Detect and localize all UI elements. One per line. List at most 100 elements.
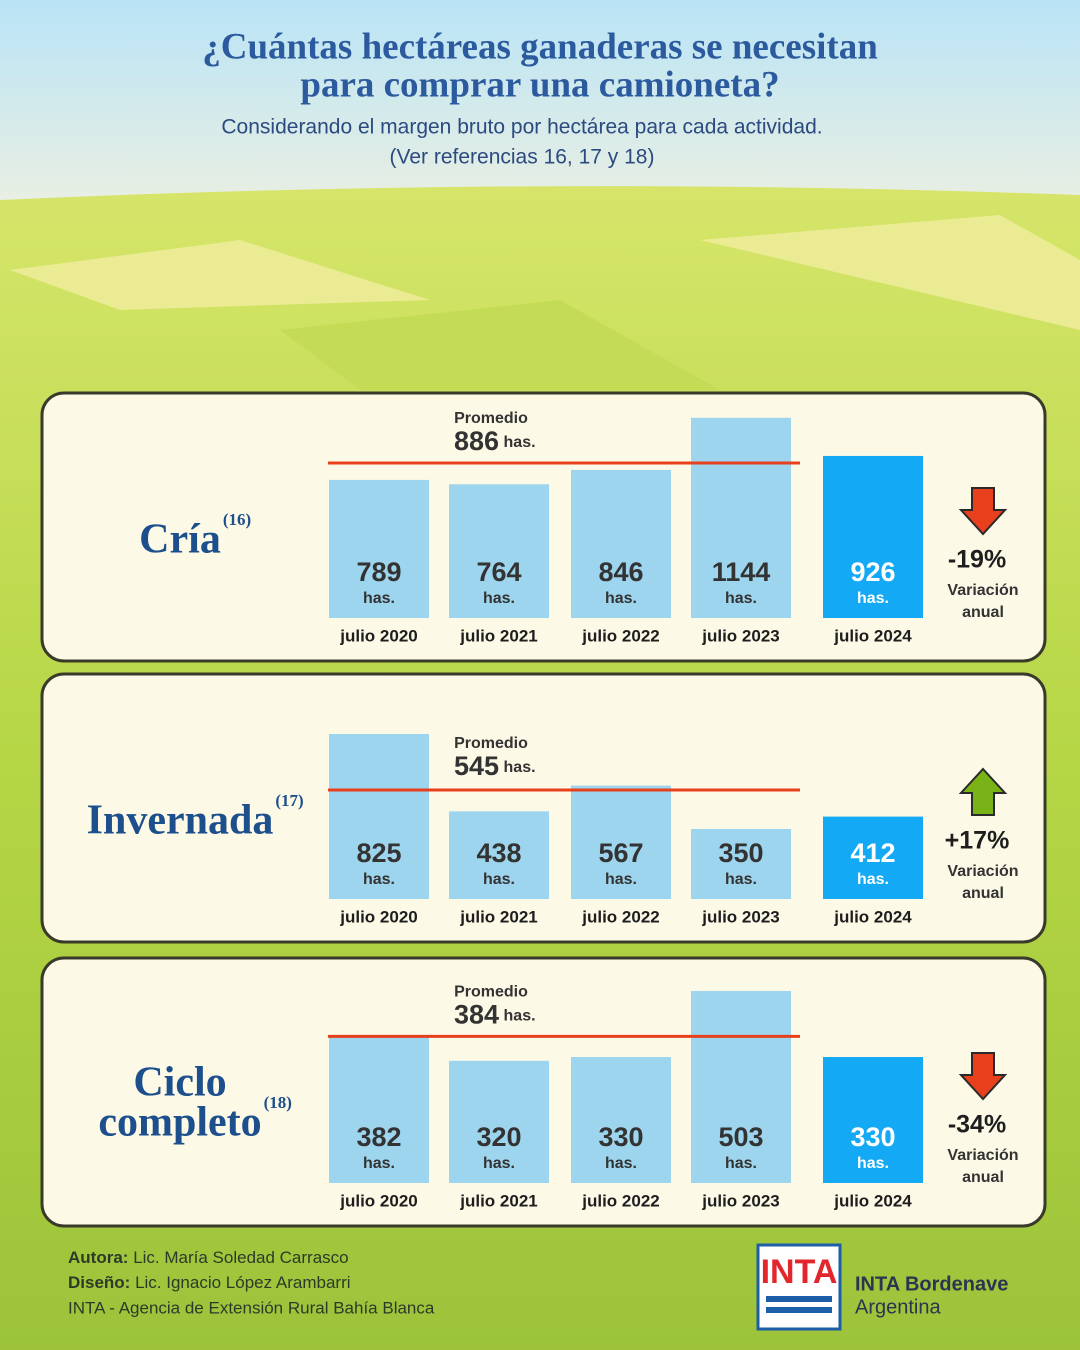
variation-value: -34% bbox=[948, 1111, 1006, 1139]
category-label: julio 2021 bbox=[459, 626, 537, 645]
unit-label: has. bbox=[857, 590, 889, 607]
category-label: julio 2021 bbox=[459, 1191, 537, 1210]
value-label: 330 bbox=[850, 1122, 895, 1152]
variation-label: Variación bbox=[947, 1147, 1018, 1164]
value-label: 330 bbox=[598, 1122, 643, 1152]
variation-label: Variación bbox=[947, 582, 1018, 599]
unit-label: has. bbox=[483, 871, 515, 888]
value-label: 320 bbox=[476, 1122, 521, 1152]
credit-text: Lic. Ignacio López Arambarri bbox=[135, 1273, 350, 1292]
field-patch bbox=[10, 240, 430, 310]
unit-label: has. bbox=[483, 590, 515, 607]
unit-label: has. bbox=[857, 871, 889, 888]
footer: Autora: Lic. María Soledad Carrasco Dise… bbox=[68, 1243, 1008, 1331]
unit-label: has. bbox=[363, 590, 395, 607]
subtitle: Considerando el margen bruto por hectáre… bbox=[221, 116, 822, 139]
category-label: julio 2023 bbox=[701, 907, 779, 926]
average-value: 886 has. bbox=[454, 426, 536, 456]
category-label: julio 2020 bbox=[339, 626, 417, 645]
credit: INTA - Agencia de Extensión Rural Bahía … bbox=[68, 1298, 435, 1317]
variation-label: anual bbox=[962, 1169, 1004, 1186]
category-label: julio 2020 bbox=[339, 1191, 417, 1210]
value-label: 764 bbox=[476, 557, 521, 587]
unit-label: has. bbox=[605, 871, 637, 888]
category-label: julio 2024 bbox=[833, 626, 912, 645]
chart-title: Ciclo bbox=[133, 1060, 226, 1106]
value-label: 350 bbox=[718, 838, 763, 868]
credit: Autora: Lic. María Soledad Carrasco bbox=[68, 1248, 349, 1267]
variation-value: -19% bbox=[948, 546, 1006, 574]
bar bbox=[823, 1057, 923, 1183]
average-label: Promedio bbox=[454, 984, 528, 1001]
bar bbox=[823, 455, 923, 618]
average-number: 384 bbox=[454, 1000, 499, 1030]
variation-label: anual bbox=[962, 885, 1004, 902]
title-reference: (17) bbox=[275, 791, 303, 810]
bar bbox=[691, 417, 791, 618]
logo-stripe bbox=[766, 1307, 832, 1313]
logo-box bbox=[756, 1243, 842, 1331]
chart-title: Invernada bbox=[87, 798, 274, 844]
variation-value: +17% bbox=[945, 827, 1010, 855]
value-label: 825 bbox=[356, 838, 401, 868]
variation-arrow bbox=[958, 767, 1008, 816]
credit-text: Lic. María Soledad Carrasco bbox=[133, 1248, 348, 1267]
value-label: 503 bbox=[718, 1122, 763, 1152]
category-label: julio 2022 bbox=[581, 626, 659, 645]
bar bbox=[691, 829, 791, 899]
category-label: julio 2023 bbox=[701, 626, 779, 645]
credit-label: Diseño: bbox=[68, 1273, 130, 1292]
title-reference: (16) bbox=[223, 510, 251, 529]
country: Argentina bbox=[855, 1296, 941, 1318]
category-label: julio 2022 bbox=[581, 907, 659, 926]
chart-panel: Cría (16) 789 has. julio 2020 764 has. julio 20… bbox=[40, 391, 1047, 663]
value-label: 846 bbox=[598, 557, 643, 587]
variation-label: Variación bbox=[947, 863, 1018, 880]
variation-label: anual bbox=[962, 604, 1004, 621]
value-label: 926 bbox=[850, 557, 895, 587]
bar bbox=[571, 785, 671, 899]
average-label: Promedio bbox=[454, 735, 528, 752]
unit-label: has. bbox=[605, 590, 637, 607]
charts: Cría (16) 789 has. julio 2020 764 has. julio 20… bbox=[40, 391, 1047, 1228]
variation-arrow bbox=[958, 1052, 1008, 1101]
average-number: 886 bbox=[454, 426, 499, 456]
field-patch bbox=[700, 215, 1080, 330]
bar bbox=[823, 816, 923, 899]
unit-label: has. bbox=[857, 1155, 889, 1172]
bar bbox=[571, 1057, 671, 1183]
unit-label: has. bbox=[725, 590, 757, 607]
average-unit: has. bbox=[504, 759, 536, 776]
unit-label: has. bbox=[605, 1155, 637, 1172]
bar bbox=[329, 1037, 429, 1183]
bar bbox=[449, 811, 549, 899]
chart-title: Cría bbox=[139, 517, 221, 563]
average-value: 545 has. bbox=[454, 751, 536, 781]
category-label: julio 2024 bbox=[833, 1191, 912, 1210]
logo-text: INTA bbox=[761, 1253, 838, 1291]
header: ¿Cuántas hectáreas ganaderas se necesita… bbox=[202, 26, 878, 168]
value-label: 567 bbox=[598, 838, 643, 868]
value-label: 1144 bbox=[712, 557, 771, 587]
value-label: 789 bbox=[356, 557, 401, 587]
unit-label: has. bbox=[483, 1155, 515, 1172]
category-label: julio 2023 bbox=[701, 1191, 779, 1210]
average-label: Promedio bbox=[454, 410, 528, 427]
unit-label: has. bbox=[725, 1155, 757, 1172]
credit: Diseño: Lic. Ignacio López Arambarri bbox=[68, 1273, 351, 1292]
category-label: julio 2022 bbox=[581, 1191, 659, 1210]
average-unit: has. bbox=[504, 434, 536, 451]
category-label: julio 2024 bbox=[833, 907, 912, 926]
unit-label: has. bbox=[725, 871, 757, 888]
bar bbox=[329, 734, 429, 899]
chart-title: completo bbox=[98, 1100, 261, 1146]
reference: (Ver referencias 16, 17 y 18) bbox=[390, 146, 655, 169]
unit-label: has. bbox=[363, 871, 395, 888]
average-value: 384 has. bbox=[454, 1000, 536, 1030]
average-number: 545 bbox=[454, 751, 499, 781]
logo-stripe bbox=[766, 1296, 832, 1302]
bar bbox=[571, 469, 671, 618]
credit-label: Autora: bbox=[68, 1248, 128, 1267]
